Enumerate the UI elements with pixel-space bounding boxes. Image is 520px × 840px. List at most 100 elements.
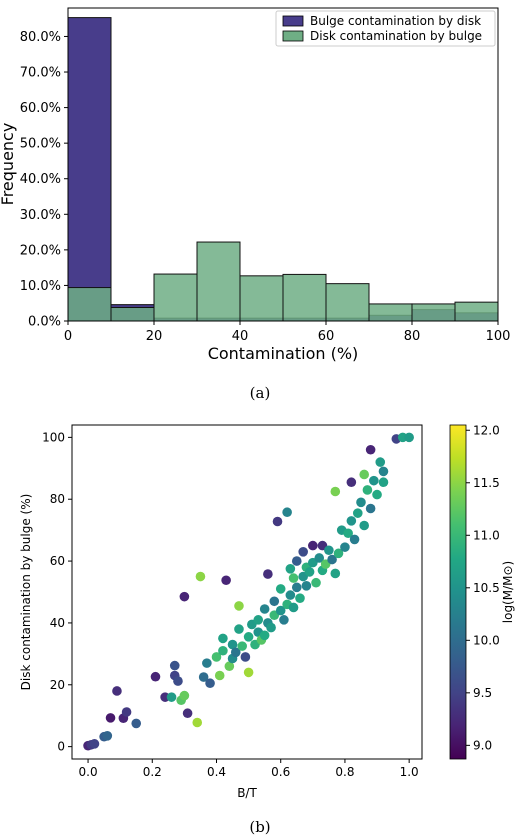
scatter-point: [166, 692, 177, 702]
scatter-y-tick-label: 80: [50, 492, 65, 506]
scatter-point: [285, 590, 296, 600]
scatter-point: [202, 658, 212, 668]
scatter-point: [230, 647, 241, 658]
scatter-point: [218, 633, 228, 644]
scatter-x-tick-label: 0.4: [207, 765, 226, 779]
scatter-point: [89, 739, 100, 749]
scatter-point: [356, 497, 366, 508]
disk-contamination-bars: [67, 241, 499, 322]
disk-contamination-bar: [67, 287, 112, 322]
histogram-y-tick-label: 30.0%: [20, 208, 61, 223]
legend-box: [275, 10, 496, 47]
scatter-point: [288, 573, 299, 583]
scatter-point: [349, 534, 360, 545]
colorbar-tick-label: 10.0: [473, 633, 500, 647]
histogram-plot-frame: [67, 7, 499, 322]
colorbar-gradient: [449, 424, 467, 760]
histogram-y-tick-label: 0.0%: [28, 315, 61, 330]
legend-label-disk: Disk contamination by bulge: [310, 29, 482, 43]
scatter-point: [263, 569, 273, 579]
histogram-x-tick-label: 40: [232, 329, 249, 344]
scatter-x-axis-label: B/T: [237, 786, 257, 800]
scatter-y-tick-label: 20: [50, 678, 65, 692]
panel-b-caption: (b): [249, 818, 270, 836]
colorbar-tick-label: 11.0: [473, 528, 500, 542]
scatter-point: [269, 596, 280, 607]
scatter-point: [378, 477, 389, 488]
colorbar: 9.0 9.5 10.0 10.5 11.0 11.5 12.0 log(M/M⊙): [449, 423, 515, 760]
disk-contamination-bar: [282, 273, 327, 322]
histogram-y-tick-label: 80.0%: [20, 30, 61, 45]
scatter-point: [259, 630, 270, 641]
scatter-point: [378, 466, 389, 477]
scatter-point: [234, 601, 244, 611]
scatter-point: [275, 605, 286, 616]
histogram-x-tick-label: 20: [146, 329, 163, 344]
scatter-panel: 0.0 0.2 0.4 0.6 0.8 1.0 0 20 40 60 80 100 B/T Disk …: [19, 423, 515, 836]
scatter-point: [275, 584, 286, 594]
scatter-point: [285, 564, 296, 574]
scatter-y-tick-label: 40: [50, 616, 65, 630]
colorbar-label: log(M/M⊙): [501, 561, 515, 623]
scatter-point: [330, 568, 341, 579]
scatter-point: [102, 731, 113, 741]
histogram-y-tick-label: 20.0%: [20, 243, 61, 258]
histogram-y-axis-label: Frequency: [0, 123, 17, 206]
scatter-point: [253, 615, 264, 625]
histogram-x-tick-label: 80: [404, 329, 421, 344]
scatter-point: [169, 660, 180, 671]
scatter-point: [346, 516, 357, 526]
scatter-x-tick-label: 0.8: [335, 765, 354, 779]
scatter-point: [218, 645, 228, 656]
scatter-point: [272, 516, 283, 527]
scatter-point: [240, 652, 251, 662]
disk-contamination-bar: [239, 275, 284, 322]
scatter-point: [291, 556, 302, 566]
scatter-point: [359, 469, 370, 480]
histogram-legend: Bulge contamination by disk Disk contami…: [275, 10, 496, 47]
scatter-point: [279, 615, 289, 625]
scatter-y-tick-label: 100: [42, 430, 65, 444]
scatter-point: [324, 545, 334, 556]
scatter-point: [121, 707, 132, 717]
disk-contamination-bar: [325, 283, 370, 322]
scatter-point: [314, 553, 325, 563]
histogram-x-axis-label: Contamination (%): [208, 344, 359, 363]
scatter-point: [221, 575, 231, 586]
histogram-y-tick-label: 60.0%: [20, 101, 61, 116]
scatter-point: [192, 717, 203, 728]
scatter-point: [362, 485, 373, 495]
scatter-y-tick-label: 0: [57, 740, 65, 754]
bulge-contamination-bar: [67, 17, 112, 322]
scatter-point: [340, 542, 350, 552]
scatter-point: [131, 718, 142, 729]
scatter-point: [237, 641, 247, 651]
scatter-point: [346, 477, 357, 488]
scatter-point: [288, 602, 299, 613]
scatter-point: [259, 604, 270, 614]
scatter-point: [369, 475, 379, 486]
scatter-y-axis-label: Disk contamination by bulge (%): [19, 494, 33, 691]
scatter-point: [198, 672, 209, 682]
scatter-point: [227, 639, 238, 650]
scatter-point: [150, 671, 161, 682]
scatter-point: [195, 571, 206, 582]
scatter-y-tick-label: 60: [50, 554, 65, 568]
colorbar-tick-label: 12.0: [473, 423, 500, 437]
scatter-point: [179, 690, 190, 701]
scatter-point: [343, 528, 353, 539]
scatter-point: [211, 652, 222, 662]
scatter-point: [291, 582, 302, 593]
scatter-point: [365, 503, 376, 514]
disk-contamination-bar: [196, 241, 241, 322]
scatter-point: [359, 520, 370, 531]
scatter-point: [327, 554, 337, 565]
scatter-point: [224, 661, 235, 672]
scatter-point: [182, 708, 193, 719]
scatter-point: [205, 678, 215, 689]
scatter-point: [298, 546, 308, 557]
scatter-point: [234, 624, 244, 634]
scatter-point: [308, 540, 318, 551]
disk-contamination-bar: [411, 303, 456, 322]
scatter-point: [243, 667, 254, 678]
